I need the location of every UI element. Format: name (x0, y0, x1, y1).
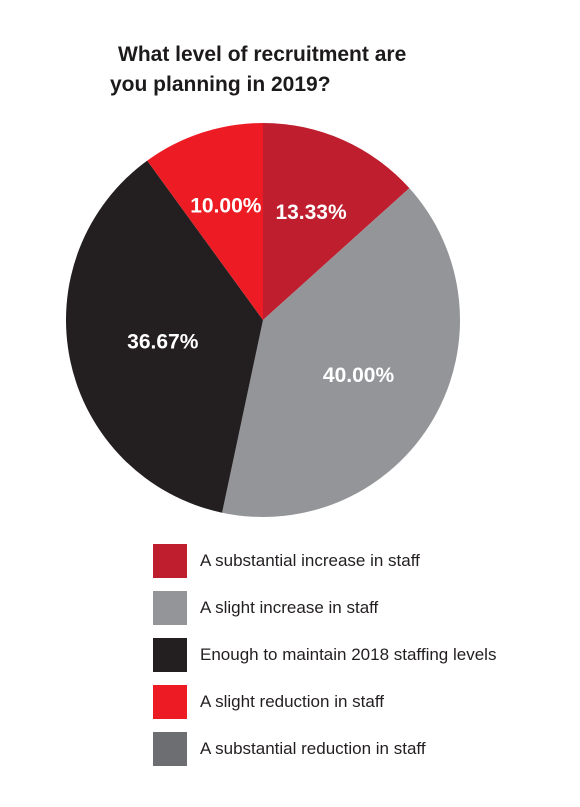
legend-item-substantial-increase: A substantial increase in staff (153, 543, 420, 578)
pie-slice-slight-increase (222, 188, 461, 518)
pie-slice-labels: 13.33% 40.00% 36.67% 10.00% (127, 195, 394, 387)
pie-slice-substantial-increase (263, 123, 410, 320)
legend-swatch (153, 731, 187, 766)
legend-item-slight-reduction: A slight reduction in staff (153, 684, 384, 719)
legend-item-slight-increase: A slight increase in staff (153, 590, 378, 625)
pie-label-maintain-levels: 36.67% (127, 330, 199, 353)
legend-label: A slight increase in staff (200, 597, 379, 617)
legend-swatch (153, 543, 187, 578)
legend-item-substantial-reduction: A substantial reduction in staff (153, 731, 426, 766)
legend-label: A slight reduction in staff (200, 691, 384, 711)
legend-label: A substantial increase in staff (200, 550, 420, 570)
legend-swatch (153, 684, 187, 719)
legend-item-maintain-levels: Enough to maintain 2018 staffing levels (153, 637, 496, 672)
pie-label-substantial-increase: 13.33% (275, 201, 347, 224)
pie-slice-slight-reduction (147, 123, 263, 320)
legend-swatch (153, 590, 187, 625)
chart-title-line-2: you planning in 2019? (110, 73, 331, 96)
chart-title-line-1: What level of recruitment are (118, 43, 407, 66)
pie-label-slight-reduction: 10.00% (190, 195, 262, 218)
legend-label: Enough to maintain 2018 staffing levels (200, 644, 497, 664)
pie-slice-maintain-levels (65, 160, 264, 513)
pie-slices (65, 123, 461, 518)
pie-label-slight-increase: 40.00% (323, 364, 395, 387)
pie-chart: 13.33% 40.00% 36.67% 10.00% (65, 123, 461, 518)
legend-swatch (153, 637, 187, 672)
chart-title: What level of recruitment are you planni… (110, 40, 450, 100)
legend-label: A substantial reduction in staff (200, 738, 426, 758)
